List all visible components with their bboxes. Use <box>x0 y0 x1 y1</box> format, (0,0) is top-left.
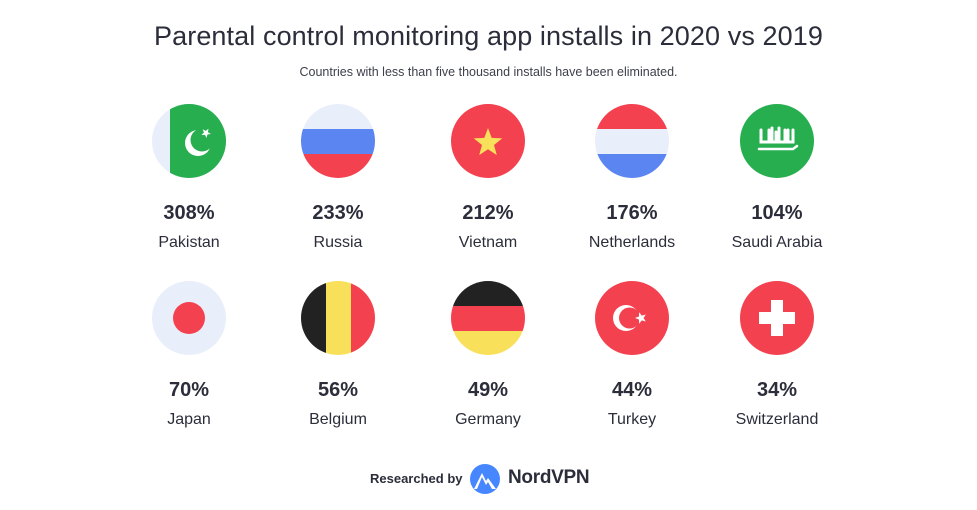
country-item: 104% Saudi Arabia <box>702 103 852 254</box>
growth-value-label: 44% <box>611 379 653 401</box>
turkey-flag-icon <box>595 281 669 355</box>
country-label: Russia <box>313 234 363 251</box>
growth-value-label: 308% <box>163 202 215 224</box>
footer: Researched by NordVPN <box>0 462 977 496</box>
switzerland-flag-icon <box>740 281 814 355</box>
country-label: Japan <box>167 411 211 428</box>
germany-flag-icon <box>451 281 525 355</box>
country-item: 44% Turkey <box>557 280 707 431</box>
nordvpn-brand: NordVPN <box>508 467 590 488</box>
growth-value-label: 70% <box>168 379 210 401</box>
researched-by-label: Researched by <box>370 471 463 486</box>
vietnam-flag-icon <box>451 104 525 178</box>
nordvpn-mountain-icon <box>470 464 500 494</box>
chart-subtitle: Countries with less than five thousand i… <box>299 65 678 79</box>
growth-value-label: 56% <box>317 379 359 401</box>
chart-title: Parental control monitoring app installs… <box>154 21 823 51</box>
country-label: Vietnam <box>458 234 518 251</box>
saudi-arabia-flag-icon <box>740 104 814 178</box>
country-item: 233% Russia <box>263 103 413 254</box>
country-label: Belgium <box>309 411 367 428</box>
country-label: Turkey <box>607 411 657 428</box>
country-label: Pakistan <box>158 234 220 251</box>
country-label: Switzerland <box>735 411 819 428</box>
country-item: 70% Japan <box>114 280 264 431</box>
growth-value-label: 34% <box>756 379 798 401</box>
japan-flag-icon <box>152 281 226 355</box>
pakistan-flag-icon <box>152 104 226 178</box>
country-item: 176% Netherlands <box>557 103 707 254</box>
country-item: 212% Vietnam <box>413 103 563 254</box>
country-item: 308% Pakistan <box>114 103 264 254</box>
growth-value-label: 49% <box>467 379 509 401</box>
growth-value-label: 212% <box>462 202 514 224</box>
growth-value-label: 233% <box>312 202 364 224</box>
country-item: 49% Germany <box>413 280 563 431</box>
country-label: Netherlands <box>588 234 676 251</box>
growth-value-label: 176% <box>606 202 658 224</box>
country-item: 34% Switzerland <box>702 280 852 431</box>
russia-flag-icon <box>301 104 375 178</box>
country-item: 56% Belgium <box>263 280 413 431</box>
country-label: Saudi Arabia <box>731 234 823 251</box>
netherlands-flag-icon <box>595 104 669 178</box>
growth-value-label: 104% <box>751 202 803 224</box>
belgium-flag-icon <box>301 281 375 355</box>
country-label: Germany <box>455 411 521 428</box>
